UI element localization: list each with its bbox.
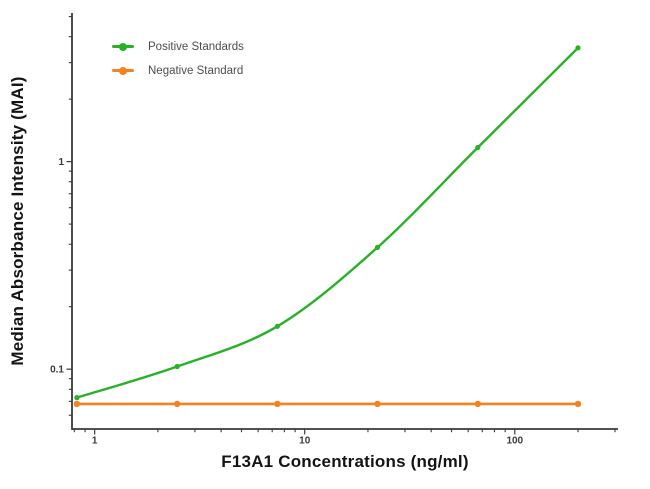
data-point-negative-standard	[174, 400, 181, 408]
legend-label-negative-standard: Negative Standard	[148, 64, 244, 77]
data-point-negative-standard	[73, 400, 81, 408]
y-axis-title: Median Absorbance Intensity (MAI)	[8, 76, 27, 366]
data-point-negative-standard	[274, 400, 281, 408]
data-point-negative-standard	[574, 400, 582, 408]
positive-standards-dot-icon	[119, 42, 127, 51]
legend: Positive Standards Negative Standard	[112, 39, 244, 78]
legend-item-positive-standards: Positive Standards	[112, 39, 244, 54]
y-tick-label: 1	[58, 157, 64, 168]
data-point-positive-standards	[475, 144, 481, 151]
x-tick-label: 1	[92, 436, 98, 447]
data-point-positive-standards	[575, 45, 581, 51]
x-tick-label: 10	[299, 436, 311, 447]
data-point-positive-standards	[274, 323, 280, 329]
series-positive-standards	[74, 45, 581, 401]
y-tick-label: 0.1	[50, 365, 64, 376]
x-axis-title: F13A1 Concentrations (ng/ml)	[221, 452, 469, 471]
data-point-positive-standards	[374, 244, 381, 250]
data-point-positive-standards	[174, 363, 180, 370]
x-tick-label: 100	[506, 436, 523, 447]
data-point-negative-standard	[474, 400, 481, 408]
axes	[71, 13, 618, 430]
negative-standard-marker-icon	[112, 66, 134, 75]
series-line-positive-standards	[75, 46, 580, 399]
data-point-negative-standard	[374, 400, 381, 408]
negative-standard-dot-icon	[119, 66, 127, 75]
series-negative-standard	[73, 400, 582, 408]
legend-label-positive-standards: Positive Standards	[148, 40, 244, 53]
ticks: 1 10 100 0.1 1	[50, 15, 616, 447]
positive-standards-marker-icon	[112, 42, 134, 51]
data-point-positive-standards	[74, 395, 80, 401]
legend-item-negative-standard: Negative Standard	[112, 63, 244, 78]
